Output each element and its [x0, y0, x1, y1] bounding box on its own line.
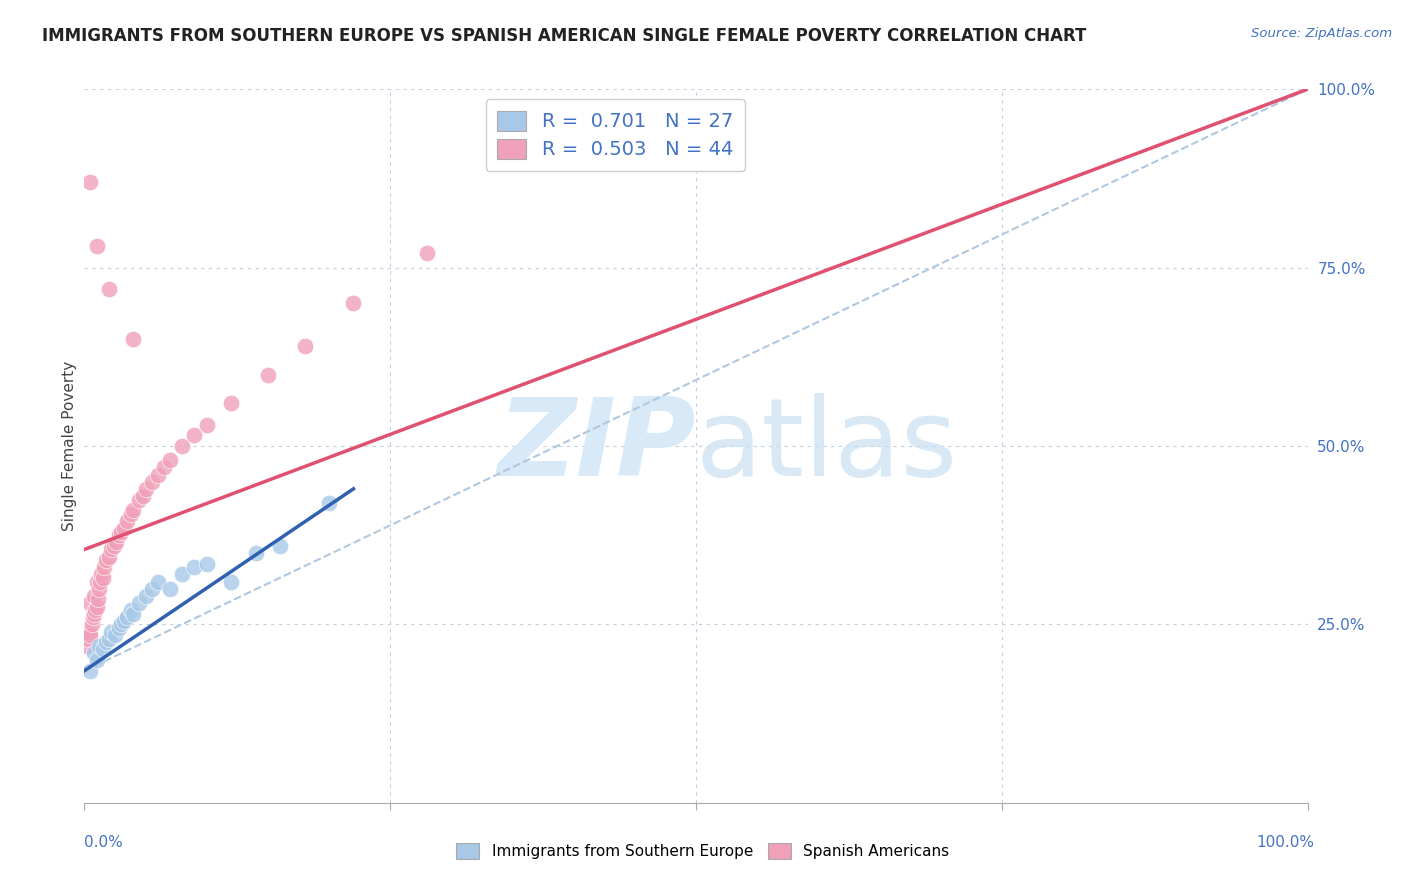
Point: [105, 535, 128, 549]
Point: [79, 628, 101, 642]
Legend: Immigrants from Southern Europe, Spanish Americans: Immigrants from Southern Europe, Spanish…: [449, 835, 957, 866]
Point: [103, 539, 125, 553]
Point: [77, 624, 100, 639]
Point: [107, 528, 129, 542]
Point: [84, 603, 107, 617]
Text: 100.0%: 100.0%: [1257, 836, 1315, 850]
Point: [122, 503, 145, 517]
Point: [86, 574, 108, 589]
Point: [79, 664, 101, 678]
Point: [318, 496, 340, 510]
Point: [115, 514, 138, 528]
Point: [183, 428, 205, 442]
Point: [97, 549, 120, 564]
Point: [128, 492, 150, 507]
Point: [83, 589, 105, 603]
Point: [100, 624, 122, 639]
Point: [112, 521, 135, 535]
Point: [107, 621, 129, 635]
Point: [120, 603, 142, 617]
Point: [90, 567, 112, 582]
Point: [146, 467, 169, 482]
Point: [93, 560, 115, 574]
Point: [195, 557, 218, 571]
Point: [245, 546, 267, 560]
Point: [141, 582, 163, 596]
Point: [219, 396, 242, 410]
Point: [87, 582, 110, 596]
Point: [416, 246, 439, 260]
Point: [100, 542, 122, 557]
Text: IMMIGRANTS FROM SOUTHERN EUROPE VS SPANISH AMERICAN SINGLE FEMALE POVERTY CORREL: IMMIGRANTS FROM SOUTHERN EUROPE VS SPANI…: [42, 27, 1087, 45]
Point: [294, 339, 316, 353]
Point: [97, 632, 120, 646]
Point: [135, 589, 157, 603]
Point: [87, 639, 110, 653]
Point: [80, 617, 103, 632]
Point: [159, 582, 181, 596]
Point: [269, 539, 291, 553]
Point: [89, 574, 111, 589]
Point: [104, 628, 127, 642]
Point: [112, 614, 135, 628]
Text: 0.0%: 0.0%: [84, 836, 124, 850]
Point: [77, 632, 100, 646]
Point: [86, 599, 108, 614]
Point: [172, 439, 194, 453]
Point: [219, 574, 242, 589]
Point: [183, 560, 205, 574]
Point: [122, 332, 145, 346]
Text: atlas: atlas: [696, 393, 957, 499]
Point: [195, 417, 218, 432]
Text: ZIP: ZIP: [498, 393, 696, 499]
Point: [86, 653, 108, 667]
Point: [146, 574, 169, 589]
Point: [159, 453, 181, 467]
Legend: R =  0.701   N = 27, R =  0.503   N = 44: R = 0.701 N = 27, R = 0.503 N = 44: [485, 99, 745, 171]
Point: [153, 460, 176, 475]
Point: [91, 642, 114, 657]
Point: [83, 646, 105, 660]
Point: [132, 489, 155, 503]
Point: [141, 475, 163, 489]
Point: [110, 524, 132, 539]
Point: [79, 596, 101, 610]
Point: [82, 610, 104, 624]
Point: [96, 553, 118, 567]
Y-axis label: Single Female Poverty: Single Female Poverty: [62, 361, 77, 531]
Point: [96, 635, 118, 649]
Point: [115, 610, 138, 624]
Point: [122, 607, 145, 621]
Point: [257, 368, 280, 382]
Point: [120, 507, 142, 521]
Point: [135, 482, 157, 496]
Point: [128, 596, 150, 610]
Point: [342, 296, 364, 310]
Point: [172, 567, 194, 582]
Point: [83, 607, 105, 621]
Point: [110, 617, 132, 632]
Point: [86, 239, 108, 253]
Point: [97, 282, 120, 296]
Point: [76, 639, 98, 653]
Point: [79, 175, 101, 189]
Text: Source: ZipAtlas.com: Source: ZipAtlas.com: [1251, 27, 1392, 40]
Point: [87, 592, 110, 607]
Point: [91, 571, 114, 585]
